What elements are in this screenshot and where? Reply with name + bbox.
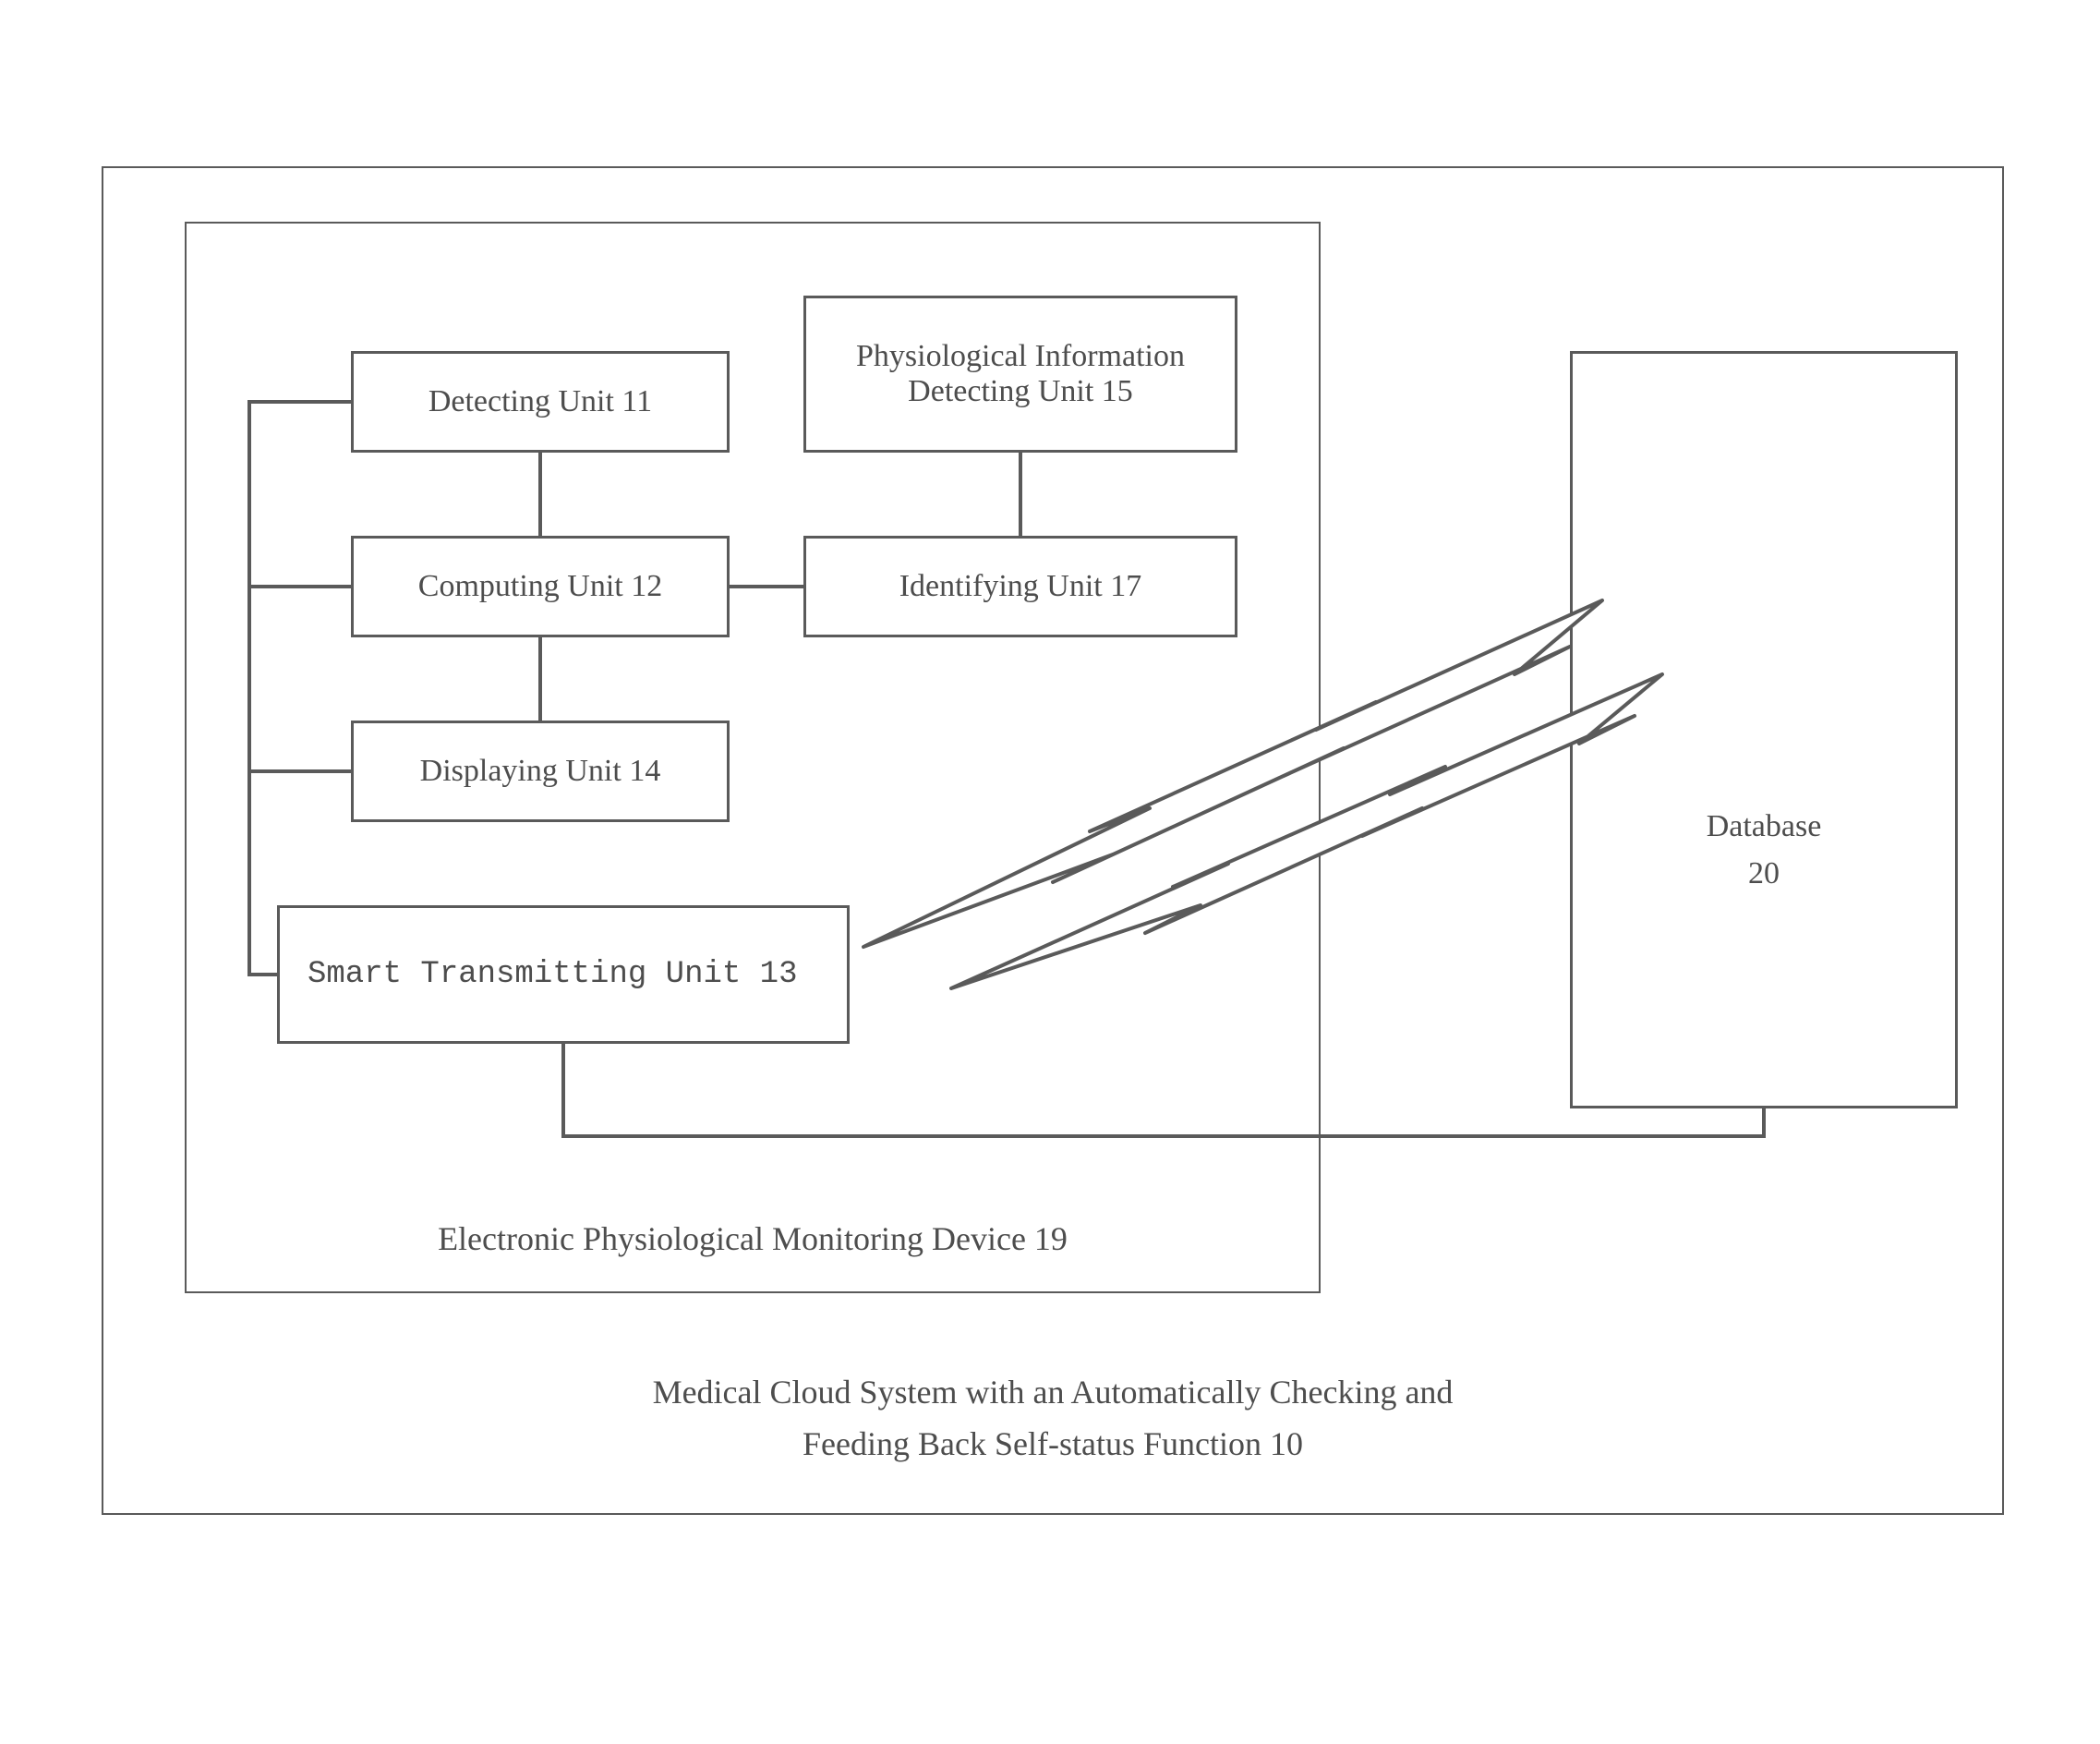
system-label-line1: Medical Cloud System with an Automatical… [102,1367,2004,1419]
system-label: Medical Cloud System with an Automatical… [102,1367,2004,1471]
identifying-unit-label: Identifying Unit 17 [899,569,1142,604]
physio-unit-label-line2: Detecting Unit 15 [856,374,1185,409]
system-label-line2: Feeding Back Self-status Function 10 [102,1419,2004,1471]
displaying-unit-box: Displaying Unit 14 [351,721,730,822]
transmitting-unit-box: Smart Transmitting Unit 13 [277,905,850,1044]
transmitting-unit-label: Smart Transmitting Unit 13 [308,957,798,992]
detecting-unit-box: Detecting Unit 11 [351,351,730,453]
detecting-unit-label: Detecting Unit 11 [428,384,652,419]
device-label: Electronic Physiological Monitoring Devi… [185,1219,1321,1258]
physio-unit-box: Physiological Information Detecting Unit… [803,296,1237,453]
database-label-line2: 20 [1707,850,1822,897]
displaying-unit-label: Displaying Unit 14 [420,754,661,789]
database-label-line1: Database [1707,803,1822,850]
computing-unit-label: Computing Unit 12 [418,569,662,604]
identifying-unit-box: Identifying Unit 17 [803,536,1237,637]
computing-unit-box: Computing Unit 12 [351,536,730,637]
database-box: Database 20 [1570,351,1958,1108]
physio-unit-label-line1: Physiological Information [856,339,1185,374]
